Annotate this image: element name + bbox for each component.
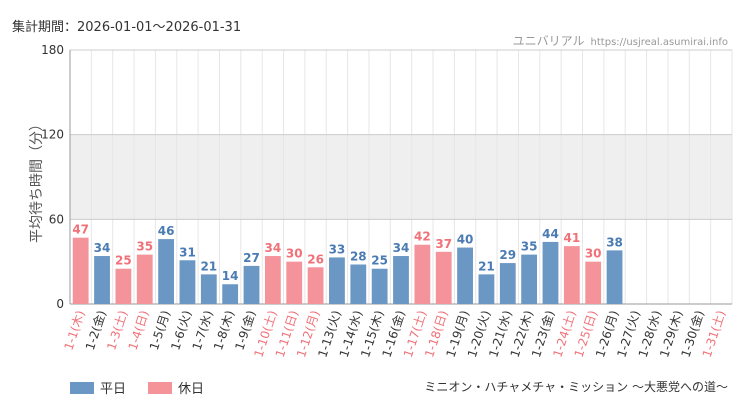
bar bbox=[393, 256, 409, 304]
bar-value-label: 44 bbox=[542, 227, 559, 241]
bar bbox=[222, 284, 239, 304]
bar bbox=[243, 265, 260, 304]
legend-label-weekday: 平日 bbox=[100, 382, 127, 397]
period-label: 集計期間：2026-01-01～2026-01-31 bbox=[12, 20, 242, 35]
legend-item-weekday[interactable]: 平日 bbox=[70, 378, 126, 397]
bar-value-label: 41 bbox=[563, 231, 580, 245]
bar-value-label: 29 bbox=[499, 248, 516, 262]
bar bbox=[136, 254, 153, 304]
bar bbox=[329, 257, 345, 304]
bar bbox=[286, 261, 303, 304]
bar-value-label: 28 bbox=[350, 249, 367, 263]
legend-swatch-holiday bbox=[148, 381, 173, 394]
bar-value-label: 46 bbox=[158, 224, 175, 238]
bar bbox=[457, 247, 473, 304]
bar-value-label: 31 bbox=[179, 245, 196, 259]
bar-value-label: 34 bbox=[393, 241, 410, 255]
bar-value-label: 34 bbox=[94, 241, 111, 255]
bar bbox=[563, 246, 580, 304]
bar bbox=[542, 241, 559, 304]
bar-value-label: 21 bbox=[200, 259, 217, 273]
bar bbox=[94, 256, 110, 304]
bar-value-label: 27 bbox=[243, 251, 260, 265]
site-credit[interactable]: ユニバリアル https://usjreal.asumirai.info bbox=[513, 32, 728, 49]
bar bbox=[414, 244, 431, 304]
bar bbox=[264, 256, 281, 304]
bar-value-label: 30 bbox=[286, 247, 303, 261]
bar-value-label: 35 bbox=[521, 240, 538, 254]
bar bbox=[585, 261, 602, 304]
bar bbox=[115, 268, 132, 304]
bar-value-label: 34 bbox=[265, 241, 282, 255]
y-tick-label: 60 bbox=[49, 212, 64, 226]
bar-value-label: 14 bbox=[222, 269, 239, 283]
bar-value-label: 40 bbox=[457, 233, 474, 247]
bar-value-label: 25 bbox=[371, 254, 388, 268]
bar-value-label: 21 bbox=[478, 259, 495, 273]
y-tick-label: 0 bbox=[56, 297, 64, 311]
bar-value-label: 30 bbox=[585, 247, 602, 261]
bar-value-label: 37 bbox=[435, 237, 452, 251]
site-name: ユニバリアル bbox=[512, 34, 585, 48]
bar bbox=[307, 267, 324, 304]
bar bbox=[350, 264, 367, 304]
bar-value-label: 47 bbox=[72, 223, 89, 237]
bar bbox=[606, 250, 623, 304]
attraction-name: ミニオン・ハチャメチャ・ミッション ～大悪党への道～ bbox=[424, 380, 728, 394]
bar bbox=[499, 263, 516, 304]
legend-item-holiday[interactable]: 休日 bbox=[148, 378, 204, 397]
bar bbox=[179, 260, 196, 304]
bar-value-label: 25 bbox=[115, 254, 132, 268]
bar-value-label: 35 bbox=[136, 240, 153, 254]
y-tick-label: 180 bbox=[41, 43, 64, 57]
y-band bbox=[70, 134, 732, 220]
legend: 平日 休日 bbox=[70, 378, 226, 397]
bar bbox=[200, 274, 217, 304]
bar bbox=[371, 268, 388, 304]
bar-value-label: 33 bbox=[329, 242, 346, 256]
bar bbox=[521, 254, 538, 304]
bar-value-label: 42 bbox=[414, 230, 431, 244]
bar-value-label: 38 bbox=[606, 235, 623, 249]
y-tick-label: 120 bbox=[41, 128, 64, 142]
bar bbox=[158, 239, 174, 304]
bar bbox=[435, 251, 452, 304]
bar bbox=[72, 237, 89, 304]
legend-swatch-weekday bbox=[70, 381, 94, 394]
bar bbox=[478, 274, 495, 304]
site-url[interactable]: https://usjreal.asumirai.info bbox=[590, 37, 728, 48]
bar-value-label: 26 bbox=[307, 252, 324, 266]
legend-label-holiday: 休日 bbox=[178, 382, 205, 397]
